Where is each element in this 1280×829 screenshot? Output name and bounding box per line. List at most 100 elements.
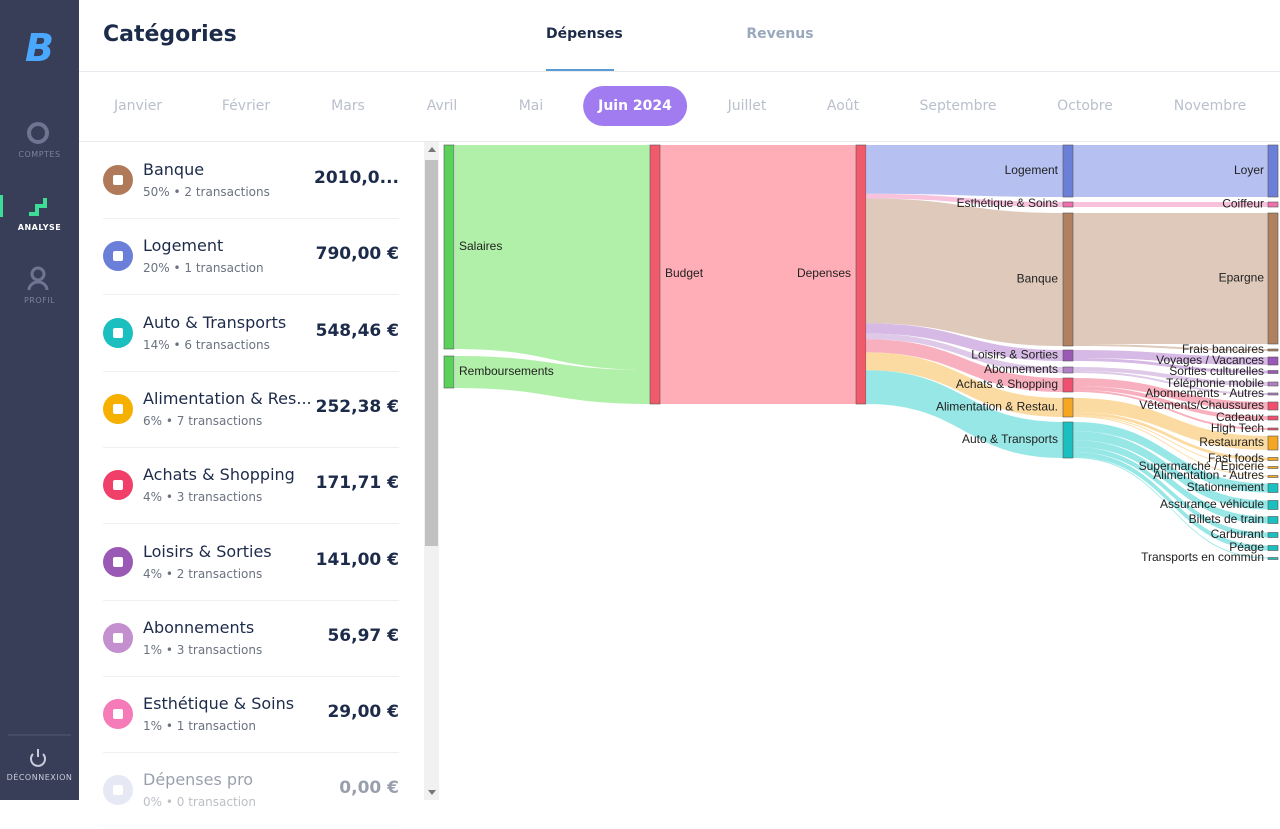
node — [1062, 366, 1074, 374]
category-detail: 0% • 0 transaction — [143, 795, 256, 810]
logout-icon[interactable] — [30, 749, 46, 767]
node — [1062, 212, 1074, 347]
icon-glyph — [113, 251, 123, 262]
month-tab[interactable]: Janvier — [113, 98, 163, 114]
category-detail: 20% • 1 transaction — [143, 261, 264, 276]
node — [1267, 457, 1279, 461]
flow — [1073, 412, 1268, 461]
category-item[interactable]: Logement 20% • 1 transaction 790,00 € — [103, 218, 399, 296]
node-label: Transports en commun — [1141, 550, 1264, 564]
icon-glyph — [113, 403, 123, 414]
category-icon — [103, 165, 133, 195]
flow — [866, 370, 1063, 458]
logout-label[interactable]: DÉCONNEXION — [6, 773, 73, 782]
category-detail: 14% • 6 transactions — [143, 337, 270, 352]
flow — [1073, 415, 1268, 468]
category-detail: 4% • 3 transactions — [143, 490, 263, 505]
flow — [1073, 145, 1268, 197]
category-name: Auto & Transports — [143, 312, 287, 332]
accounts-icon[interactable] — [27, 122, 49, 144]
month-tab[interactable]: Octobre — [1057, 98, 1113, 114]
month-tab[interactable]: Avril — [426, 98, 458, 114]
nav-label[interactable]: COMPTES — [18, 150, 61, 159]
category-amount: 252,38 € — [315, 396, 399, 417]
tab-underline — [546, 69, 614, 71]
node-label: Epargne — [1219, 271, 1265, 285]
icon-glyph — [113, 556, 123, 567]
node — [1267, 500, 1279, 510]
tab[interactable]: Dépenses — [546, 26, 623, 42]
scrollbar[interactable] — [424, 142, 439, 800]
month-tab[interactable]: Juin 2024 — [583, 86, 687, 126]
flow — [1073, 457, 1268, 559]
nav-label[interactable]: ANALYSE — [17, 223, 62, 232]
node — [1267, 532, 1279, 538]
flow — [1073, 447, 1268, 538]
scroll-thumb[interactable] — [425, 160, 438, 546]
node — [1267, 212, 1279, 345]
logo[interactable]: B — [25, 26, 54, 70]
node — [1267, 475, 1279, 478]
node-label: Logement — [1005, 163, 1059, 177]
tab[interactable]: Revenus — [746, 26, 814, 42]
nav-label[interactable]: PROFIL — [23, 296, 56, 305]
node-label: Depenses — [797, 266, 851, 280]
category-icon — [103, 699, 133, 730]
node — [1267, 516, 1279, 524]
flow — [1073, 452, 1268, 551]
category-item[interactable]: Auto & Transports 14% • 6 transactions 548… — [103, 295, 399, 372]
category-name: Abonnements — [143, 617, 255, 637]
flow — [1073, 398, 1268, 450]
category-icon — [103, 241, 133, 272]
month-tab[interactable]: Mai — [518, 98, 544, 114]
category-item[interactable]: Esthétique & Soins 1% • 1 transaction 29,0… — [103, 676, 399, 754]
category-amount: 56,97 € — [327, 625, 399, 646]
node — [1267, 381, 1279, 387]
node-label: Assurance véhicule — [1160, 497, 1264, 511]
node — [1267, 370, 1279, 374]
category-item[interactable]: Abonnements 1% • 3 transactions 56,97 € — [103, 600, 399, 677]
month-tab[interactable]: Août — [826, 98, 860, 114]
node-label: Téléphonie mobile — [1166, 376, 1264, 390]
node — [1267, 201, 1279, 208]
category-detail: 1% • 1 transaction — [143, 719, 256, 734]
icon-glyph — [113, 480, 123, 491]
sankey: Salaires Remboursements Budget Depenses Loge… — [443, 144, 1279, 564]
month-tab[interactable]: Juillet — [727, 98, 767, 114]
category-item[interactable]: Banque 50% • 2 transactions 2010,0... — [103, 142, 399, 219]
flow — [455, 145, 650, 370]
flow — [455, 356, 650, 404]
month-tab[interactable]: Septembre — [919, 98, 997, 114]
category-item[interactable]: Alimentation & Res... 6% • 7 transactions… — [103, 371, 399, 448]
node-label: Budget — [665, 266, 704, 280]
icon-glyph — [113, 709, 123, 720]
category-name: Dépenses pro — [143, 770, 254, 790]
scroll-up[interactable] — [428, 147, 436, 152]
flow — [1073, 367, 1268, 386]
node — [1267, 427, 1279, 431]
category-item[interactable]: Loisirs & Sorties 4% • 2 transactions 141,… — [103, 524, 399, 601]
icon-glyph — [113, 175, 123, 185]
month-tab[interactable]: Novembre — [1173, 98, 1247, 114]
flow — [866, 323, 1063, 361]
flow — [866, 333, 1063, 373]
category-amount: 0,00 € — [339, 778, 399, 799]
month-tab[interactable]: Février — [221, 98, 271, 114]
month-tab[interactable]: Mars — [331, 98, 365, 114]
scroll-down[interactable] — [428, 790, 436, 795]
node-label: Remboursements — [459, 364, 554, 378]
node — [1062, 201, 1074, 208]
category-item[interactable]: Achats & Shopping 4% • 3 transactions 171,… — [103, 447, 399, 525]
category-amount: 790,00 € — [315, 244, 399, 265]
analysis-icon[interactable] — [29, 198, 47, 216]
category-item[interactable]: Dépenses pro 0% • 0 transaction 0,00 € — [103, 752, 399, 829]
node-label: Voyages / Vacances — [1156, 353, 1264, 367]
node — [855, 144, 867, 405]
header: Catégories Dépenses Revenus — [79, 0, 1280, 72]
profile-icon[interactable] — [30, 266, 46, 282]
node-label: Cadeaux — [1216, 410, 1264, 424]
node-label: Abonnements — [984, 362, 1058, 376]
node-label: Carburant — [1211, 527, 1265, 541]
node — [1267, 557, 1279, 560]
category-name: Achats & Shopping — [143, 465, 295, 485]
